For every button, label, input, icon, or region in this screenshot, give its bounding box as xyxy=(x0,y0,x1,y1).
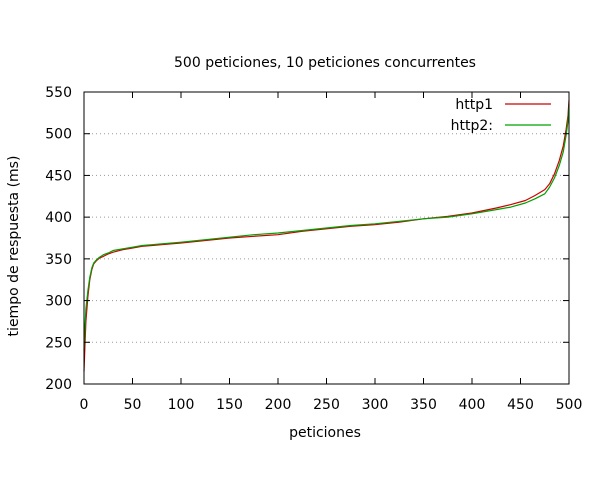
series-layer xyxy=(83,100,570,372)
y-tick-label: 350 xyxy=(45,252,72,268)
y-tick-label: 450 xyxy=(45,168,72,184)
y-tick-label: 250 xyxy=(45,335,72,351)
y-axis-label: tiempo de respuesta (ms) xyxy=(6,156,22,337)
y-tick-label: 550 xyxy=(45,85,72,101)
gridlines xyxy=(84,133,569,343)
x-tick-label: 0 xyxy=(80,397,89,413)
legend-label: http2: xyxy=(451,118,493,134)
x-tick-label: 500 xyxy=(556,397,583,413)
y-tick-label: 500 xyxy=(45,127,72,143)
series-line-http1 xyxy=(83,100,570,372)
x-tick-label: 450 xyxy=(507,397,534,413)
legend-label: http1 xyxy=(455,97,493,113)
legend: http1 http2: xyxy=(451,97,551,134)
x-tick-label: 100 xyxy=(168,397,195,413)
y-tick-label: 200 xyxy=(45,377,72,393)
x-tick-label: 250 xyxy=(313,397,340,413)
y-tick-label: 400 xyxy=(45,210,72,226)
plot-frame xyxy=(83,91,570,385)
x-tick-label: 300 xyxy=(362,397,389,413)
x-tick-label: 50 xyxy=(124,397,142,413)
y-tick-label: 300 xyxy=(45,294,72,310)
x-tick-label: 150 xyxy=(216,397,243,413)
series-line-http2 xyxy=(83,104,570,351)
chart-title: 500 peticiones, 10 peticiones concurrent… xyxy=(174,55,476,71)
x-tick-label: 200 xyxy=(265,397,292,413)
x-tick-label: 350 xyxy=(410,397,437,413)
x-tick-label: 400 xyxy=(459,397,486,413)
x-axis-label: peticiones xyxy=(289,425,361,441)
axis-ticks: 200 250 300 350 400 450 500 550 0 50 100 150 200 250 3… xyxy=(45,85,582,413)
